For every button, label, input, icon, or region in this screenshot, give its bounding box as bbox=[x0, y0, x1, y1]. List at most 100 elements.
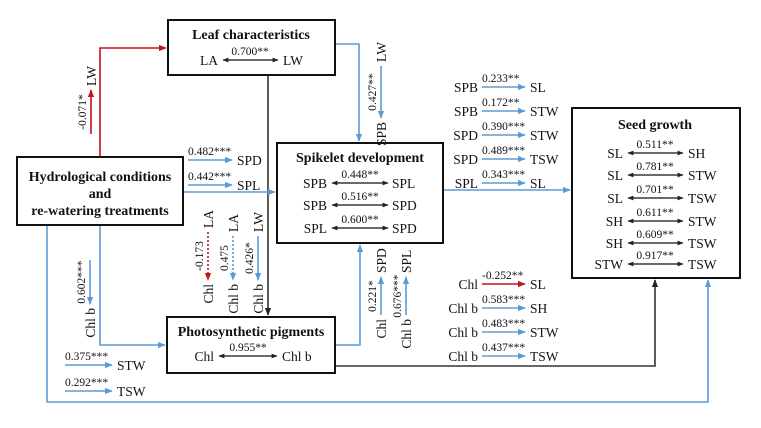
path-label: SPB 0.427** LW bbox=[367, 42, 389, 146]
box-title: Photosynthetic pigments bbox=[178, 325, 325, 340]
path-label: Chl b 0.426* LW bbox=[244, 212, 266, 314]
path-from: Chl b bbox=[448, 325, 478, 340]
corr-value: 0.511** bbox=[637, 139, 674, 151]
path-var: Chl b bbox=[83, 308, 98, 338]
path-coefficient: 0.172** bbox=[482, 97, 520, 109]
path-var: SPB bbox=[374, 122, 389, 146]
path-coefficient: 0.489*** bbox=[482, 145, 525, 157]
path-from: SPL bbox=[455, 176, 478, 191]
path-var: LW bbox=[251, 212, 266, 232]
path-label: Chl -0.173 LA bbox=[194, 210, 216, 304]
box-title-line: re-watering treatments bbox=[31, 204, 169, 219]
corr-value: 0.701** bbox=[636, 184, 674, 196]
path-coefficient: -0.252** bbox=[482, 270, 523, 282]
path-var: Chl b bbox=[226, 284, 241, 314]
path-coefficient: 0.390*** bbox=[482, 121, 525, 133]
path-to: SL bbox=[530, 277, 546, 292]
corr-value: 0.781** bbox=[636, 161, 674, 173]
hydro-to-photo-connector bbox=[99, 225, 166, 349]
var-b: STW bbox=[688, 214, 717, 229]
path-var: Chl bbox=[374, 319, 389, 339]
photosynthetic-pigments-box: Photosynthetic pigments Chl 0.955** Chl … bbox=[166, 316, 336, 374]
path-coefficient: 0.676*** bbox=[392, 274, 404, 317]
var-b: SH bbox=[688, 146, 706, 161]
path-to: STW bbox=[530, 104, 559, 119]
path-to: SL bbox=[530, 176, 546, 191]
path-coefficient: 0.475 bbox=[219, 245, 231, 271]
var-a: SPL bbox=[304, 221, 327, 236]
path-label: SPB 0.233** SL bbox=[454, 73, 546, 95]
correlation-row: SPL 0.600** SPD bbox=[304, 214, 417, 236]
photo-to-seed-connector bbox=[335, 279, 659, 367]
path-from: SPD bbox=[453, 152, 478, 167]
path-from: Chl b bbox=[448, 349, 478, 364]
corr-value: 0.611** bbox=[637, 207, 674, 219]
correlation-row: SH 0.611** STW bbox=[606, 207, 717, 229]
path-label: SPD 0.390*** STW bbox=[453, 121, 559, 143]
correlation-row: SL 0.701** TSW bbox=[607, 184, 717, 206]
path-coefficient: 0.375*** bbox=[65, 351, 108, 363]
path-from: Chl b bbox=[448, 301, 478, 316]
path-label: Chl b 0.437*** TSW bbox=[448, 342, 558, 364]
path-label: 0.292*** TSW bbox=[65, 377, 146, 399]
path-label: Chl 0.221* SPD bbox=[367, 248, 389, 339]
path-to: TSW bbox=[117, 384, 146, 399]
var-b: SPD bbox=[392, 221, 417, 236]
corr-value: 0.700** bbox=[231, 46, 269, 58]
path-label: 0.482*** SPD bbox=[188, 146, 262, 168]
path-var: Chl bbox=[201, 284, 216, 304]
path-coefficient: 0.292*** bbox=[65, 377, 108, 389]
var-b: SPD bbox=[392, 198, 417, 213]
var-b: TSW bbox=[688, 236, 717, 251]
path-var: LA bbox=[226, 214, 241, 232]
var-a: SPB bbox=[303, 198, 327, 213]
path-to: STW bbox=[117, 358, 146, 373]
correlation-row: SPB 0.516** SPD bbox=[303, 191, 417, 213]
var-a: SL bbox=[607, 191, 623, 206]
path-label: Chl b 0.475 LA bbox=[219, 214, 241, 314]
corr-value: 0.917** bbox=[636, 250, 674, 262]
box-title: Seed growth bbox=[618, 118, 692, 133]
path-coefficient: 0.233** bbox=[482, 73, 520, 85]
seed-growth-box: Seed growth SL 0.511** SH SL 0.781** STW SL 0.7… bbox=[571, 107, 741, 279]
path-to: TSW bbox=[530, 349, 559, 364]
path-labels: 0.482*** SPD 0.442*** SPL 0.375*** STW 0.292**… bbox=[65, 73, 559, 399]
path-label: 0.442*** SPL bbox=[188, 171, 260, 193]
path-to: TSW bbox=[530, 152, 559, 167]
corr-value: 0.600** bbox=[341, 214, 379, 226]
var-a: SPB bbox=[303, 176, 327, 191]
path-coefficient: 0.442*** bbox=[188, 171, 231, 183]
path-to: SL bbox=[530, 80, 546, 95]
path-label: Chl b 0.602*** bbox=[76, 260, 98, 338]
var-b: LW bbox=[283, 53, 303, 68]
box-title-line: Hydrological conditions bbox=[29, 170, 172, 185]
path-coefficient: 0.221* bbox=[367, 280, 379, 312]
correlation-row: SL 0.781** STW bbox=[607, 161, 717, 183]
path-from: Chl bbox=[458, 277, 478, 292]
path-var: Chl b bbox=[399, 319, 414, 349]
path-label: Chl b 0.676***SPL bbox=[392, 250, 414, 349]
path-coefficient: 0.427** bbox=[367, 73, 379, 111]
path-coefficient: 0.483*** bbox=[482, 318, 525, 330]
path-to: SPD bbox=[237, 153, 262, 168]
hydro-to-seed-connector bbox=[46, 225, 712, 403]
var-a: STW bbox=[595, 257, 624, 272]
box-title: Spikelet development bbox=[296, 151, 424, 166]
correlation-row: LA 0.700** LW bbox=[200, 46, 303, 68]
path-coefficient: 0.583*** bbox=[482, 294, 525, 306]
path-from: SPD bbox=[453, 128, 478, 143]
var-a: SL bbox=[607, 168, 623, 183]
correlation-row: SPB 0.448** SPL bbox=[303, 169, 415, 191]
path-label: Chl b 0.583*** SH bbox=[448, 294, 547, 316]
leaf-characteristics-box: Leaf characteristics LA 0.700** LW bbox=[167, 19, 336, 76]
path-to: SPL bbox=[237, 178, 260, 193]
leaf-to-spikelet-connector bbox=[335, 43, 363, 142]
path-to: STW bbox=[530, 128, 559, 143]
var-b: SPL bbox=[392, 176, 415, 191]
correlation-row: STW 0.917** TSW bbox=[595, 250, 717, 272]
hydrological-conditions-box: Hydrological conditions and re-watering … bbox=[16, 156, 184, 226]
correlation-row: SL 0.511** SH bbox=[607, 139, 705, 161]
path-label: SPD 0.489*** TSW bbox=[453, 145, 559, 167]
